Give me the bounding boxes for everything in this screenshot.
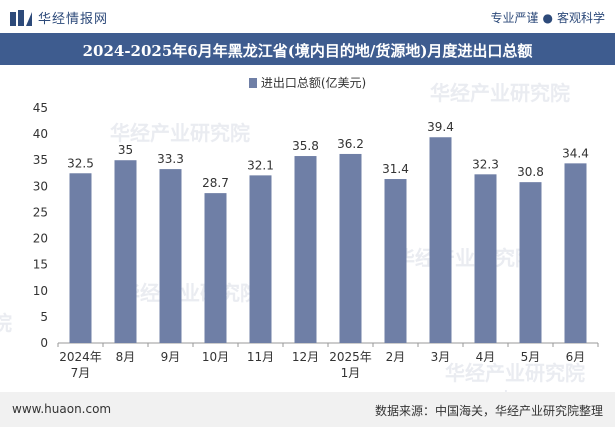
tagline-left: 专业严谨 — [490, 11, 539, 25]
bar-value-label: 32.1 — [247, 158, 274, 172]
bar-series: 32.5 35 33.3 28.7 32.1 35.8 36.2 31.4 39.4 32.3 30… — [57, 120, 599, 347]
bar — [69, 173, 92, 343]
x-tick-label: 11月 — [247, 350, 274, 364]
x-tick-label: 2024年 — [59, 350, 102, 364]
x-axis: 2024年 7月 8月 9月 10月 11月 12月 2025年 1月 2月 3月 4月 5月 6月 — [59, 350, 585, 380]
bar-value-label: 36.2 — [337, 137, 364, 151]
watermark-text: 华经产业研究院 — [445, 361, 585, 385]
bar — [249, 175, 272, 343]
bar-value-label: 30.8 — [517, 165, 544, 179]
watermark-text: 院 — [0, 311, 12, 335]
bar-value-label: 28.7 — [202, 176, 229, 190]
bar-value-label: 32.3 — [472, 157, 499, 171]
watermark-text: 华经产业研究院 — [120, 281, 260, 305]
y-tick-label: 25 — [33, 205, 48, 219]
x-tick-label: 2025年 — [329, 350, 372, 364]
y-tick-label: 20 — [33, 232, 48, 246]
legend-label: 进出口总额(亿美元) — [260, 76, 367, 90]
y-tick-label: 0 — [40, 336, 48, 350]
brand-logo-icon — [10, 9, 32, 26]
bullet-icon: ● — [542, 11, 553, 25]
bar — [564, 163, 587, 343]
x-tick-label: 7月 — [71, 366, 91, 380]
tagline-right: 客观科学 — [556, 11, 605, 25]
watermark-text: www.huaon.com — [470, 388, 572, 392]
x-tick-label: 4月 — [476, 350, 496, 364]
data-source: 数据来源：中国海关，华经产业研究院整理 — [374, 404, 603, 418]
watermark-layer: 华经产业研究院华经产业研究院华经产业研究院华经产业研究院华经产业研究院www.h… — [0, 81, 585, 392]
y-tick-label: 35 — [33, 153, 48, 167]
title-bar — [0, 33, 615, 65]
x-tick-label: 3月 — [431, 350, 451, 364]
bar — [204, 193, 227, 343]
bar — [429, 137, 452, 343]
x-tick-label: 5月 — [521, 350, 541, 364]
y-tick-label: 5 — [40, 310, 48, 324]
chart-legend: 进出口总额(亿美元) — [0, 74, 615, 91]
x-tick-label: 12月 — [292, 350, 319, 364]
bar — [339, 153, 362, 343]
bar-value-label: 32.5 — [67, 156, 94, 170]
bar-value-label: 35 — [118, 143, 133, 157]
bar — [114, 160, 137, 343]
x-tick-label: 1月 — [341, 366, 361, 380]
bar — [159, 169, 182, 343]
top-bar: 华经情报网 专业严谨 ● 客观科学 — [0, 0, 615, 33]
brand[interactable]: 华经情报网 — [10, 8, 108, 27]
watermark-text: 华经产业研究院 — [430, 81, 570, 105]
site-url[interactable]: www.huaon.com — [12, 402, 112, 416]
bar-value-label: 33.3 — [157, 152, 184, 166]
bar-value-label: 34.4 — [562, 146, 589, 160]
legend-swatch — [248, 78, 257, 88]
brand-name: 华经情报网 — [38, 12, 109, 27]
bar — [294, 156, 317, 343]
y-tick-label: 40 — [33, 127, 48, 141]
bar-value-label: 39.4 — [427, 120, 454, 134]
x-tick-label: 8月 — [116, 350, 136, 364]
watermark-text: 华经产业研究院 — [110, 121, 250, 145]
bar-chart: 华经产业研究院华经产业研究院华经产业研究院华经产业研究院华经产业研究院www.h… — [0, 81, 599, 392]
bottom-bar — [0, 392, 615, 427]
y-tick-label: 45 — [33, 101, 48, 115]
bar-value-label: 31.4 — [382, 162, 409, 176]
y-tick-label: 30 — [33, 179, 48, 193]
chart-title: 2024-2025年6月年黑龙江省(境内目的地/货源地)月度进出口总额 — [82, 42, 533, 60]
x-tick-label: 6月 — [566, 350, 586, 364]
x-tick-label: 2月 — [386, 350, 406, 364]
bar-value-label: 35.8 — [292, 139, 319, 153]
y-tick-label: 15 — [33, 258, 48, 272]
bar — [474, 174, 497, 343]
tagline: 专业严谨 ● 客观科学 — [490, 9, 605, 26]
x-tick-label: 9月 — [161, 350, 181, 364]
bar — [519, 182, 542, 343]
y-tick-label: 10 — [33, 284, 48, 298]
watermark-text: 华经产业研究院 — [395, 246, 535, 270]
bar — [384, 179, 407, 343]
x-tick-label: 10月 — [202, 350, 229, 364]
